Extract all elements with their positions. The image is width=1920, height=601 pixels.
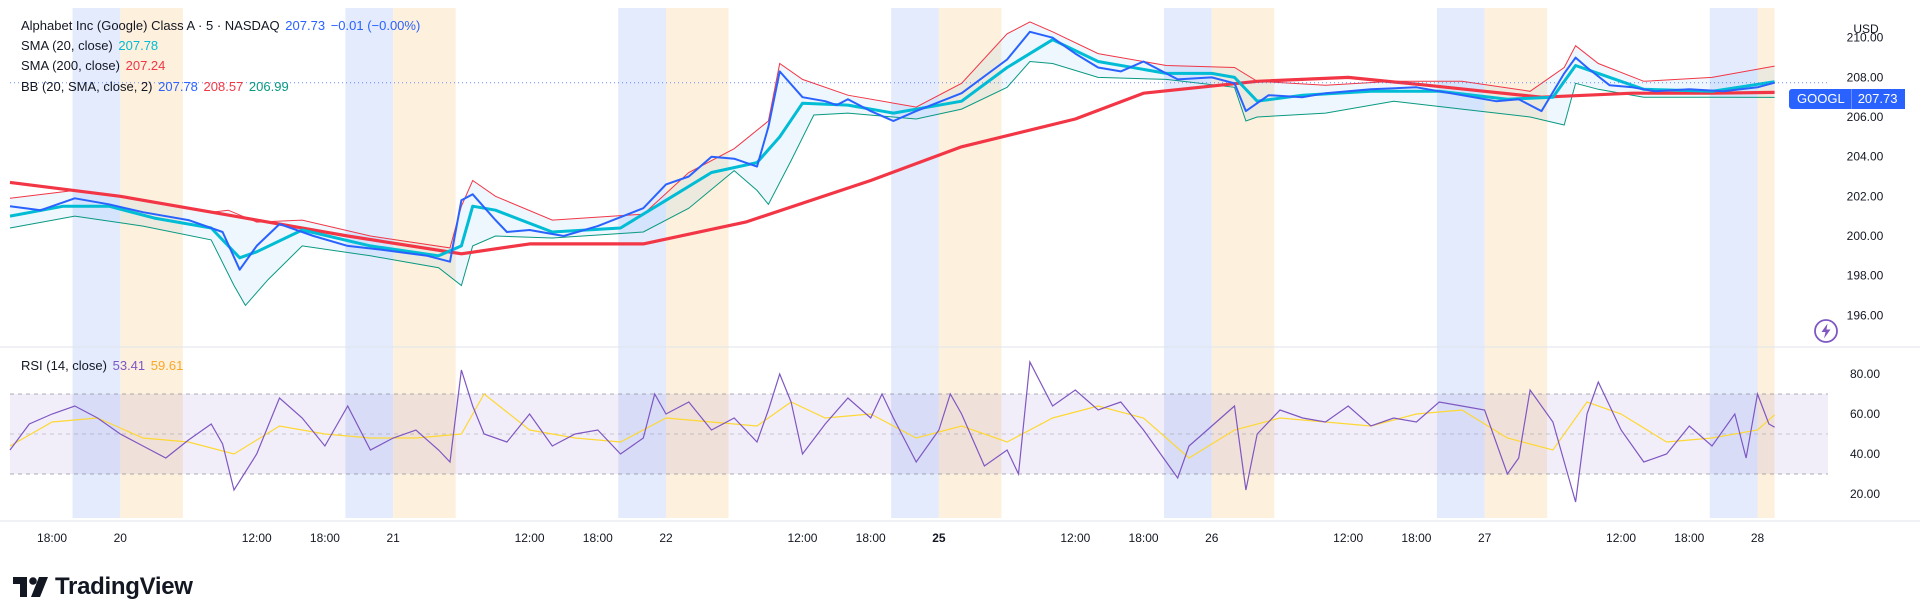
time-tick-label-19: 28: [1751, 531, 1765, 545]
rsi-ma-line: [9, 393, 1775, 459]
price-tick-label-2: 206.00: [1847, 110, 1884, 124]
rsi-label: RSI (14, close): [21, 358, 107, 373]
time-tick-label-8: 12:00: [787, 531, 817, 545]
afterhours-band-9: [1211, 8, 1275, 518]
premarket-band-2: [345, 8, 394, 518]
time-tick-label-0: 18:00: [37, 531, 67, 545]
price-tick-label-3: 204.00: [1847, 150, 1884, 164]
rsi-tick-label-0: 80.00: [1850, 367, 1880, 381]
bb-basis-value: 207.78: [158, 79, 198, 94]
bb-upper-line: [9, 21, 1775, 249]
afterhours-band-5: [666, 8, 729, 518]
time-tick-label-9: 18:00: [856, 531, 886, 545]
tradingview-logo-icon: [13, 577, 48, 597]
sma20-line: [9, 38, 1775, 260]
rsi-tick-label-3: 20.00: [1850, 487, 1880, 501]
rsi-line: [9, 359, 1775, 503]
last-price-tag: GOOGL 207.73: [1789, 89, 1906, 109]
sma20-legend[interactable]: SMA (20, close) 207.78: [21, 37, 160, 55]
price-tick-label-1: 208.00: [1847, 70, 1884, 84]
premarket-band-4: [618, 8, 667, 518]
symbol-title: Alphabet Inc (Google) Class A · 5 · NASD…: [21, 18, 280, 33]
time-tick-label-1: 20: [114, 531, 128, 545]
time-tick-label-17: 12:00: [1606, 531, 1636, 545]
sma200-label: SMA (200, close): [21, 58, 120, 73]
lightning-icon[interactable]: [1813, 318, 1839, 344]
time-tick-label-14: 12:00: [1333, 531, 1363, 545]
currency-button[interactable]: USD: [1853, 22, 1879, 36]
time-tick-label-4: 21: [386, 531, 400, 545]
time-tick-label-16: 27: [1478, 531, 1492, 545]
sma200-legend[interactable]: SMA (200, close) 207.24: [21, 57, 167, 75]
sma20-value: 207.78: [118, 38, 159, 53]
rsi-legend[interactable]: RSI (14, close) 53.41 59.61: [21, 357, 185, 375]
brand-name: TradingView: [55, 573, 193, 600]
time-tick-label-10: 25: [932, 531, 946, 545]
bb-lower-line: [9, 60, 1775, 307]
bb-lower-value: 206.99: [248, 79, 289, 94]
time-tick-label-13: 26: [1205, 531, 1219, 545]
time-tick-label-5: 12:00: [515, 531, 545, 545]
price-tick-label-6: 198.00: [1847, 269, 1884, 283]
bb-legend[interactable]: BB (20, SMA, close, 2) 207.78 208.57 206…: [21, 78, 291, 96]
price-tick-label-0: 210.00: [1847, 31, 1884, 45]
time-tick-label-6: 18:00: [583, 531, 613, 545]
time-tick-label-12: 18:00: [1129, 531, 1159, 545]
price-tag-value: 207.73: [1850, 89, 1906, 109]
bb-label: BB (20, SMA, close, 2): [21, 79, 153, 94]
price-change: −0.01 (−0.00%): [330, 18, 421, 33]
time-tick-label-2: 12:00: [242, 531, 272, 545]
sma200-line: [9, 75, 1775, 256]
rsi-ma-value: 59.61: [150, 358, 184, 373]
price-tag-symbol: GOOGL: [1789, 89, 1851, 109]
time-tick-label-15: 18:00: [1401, 531, 1431, 545]
main-legend[interactable]: Alphabet Inc (Google) Class A · 5 · NASD…: [21, 17, 422, 35]
afterhours-band-3: [393, 8, 456, 518]
rsi-tick-label-2: 40.00: [1850, 447, 1880, 461]
price-line: [9, 30, 1775, 271]
rsi-tick-label-1: 60.00: [1850, 407, 1880, 421]
rsi-value: 53.41: [112, 358, 146, 373]
last-price: 207.73: [285, 18, 326, 33]
bb-upper-value: 208.57: [203, 79, 244, 94]
time-tick-label-18: 18:00: [1674, 531, 1704, 545]
sma20-label: SMA (20, close): [21, 38, 113, 53]
premarket-band-0: [72, 8, 121, 518]
rsi-band-fill: [10, 394, 1828, 474]
price-tick-label-7: 196.00: [1847, 308, 1884, 322]
price-tick-label-5: 200.00: [1847, 229, 1884, 243]
time-tick-label-7: 22: [659, 531, 673, 545]
tradingview-logo[interactable]: TradingView: [13, 573, 193, 600]
afterhours-band-13: [1757, 8, 1775, 518]
premarket-band-6: [891, 8, 939, 518]
sma200-value: 207.24: [125, 58, 166, 73]
time-tick-label-3: 18:00: [310, 531, 340, 545]
time-tick-label-11: 12:00: [1060, 531, 1090, 545]
price-tick-label-4: 202.00: [1847, 189, 1884, 203]
